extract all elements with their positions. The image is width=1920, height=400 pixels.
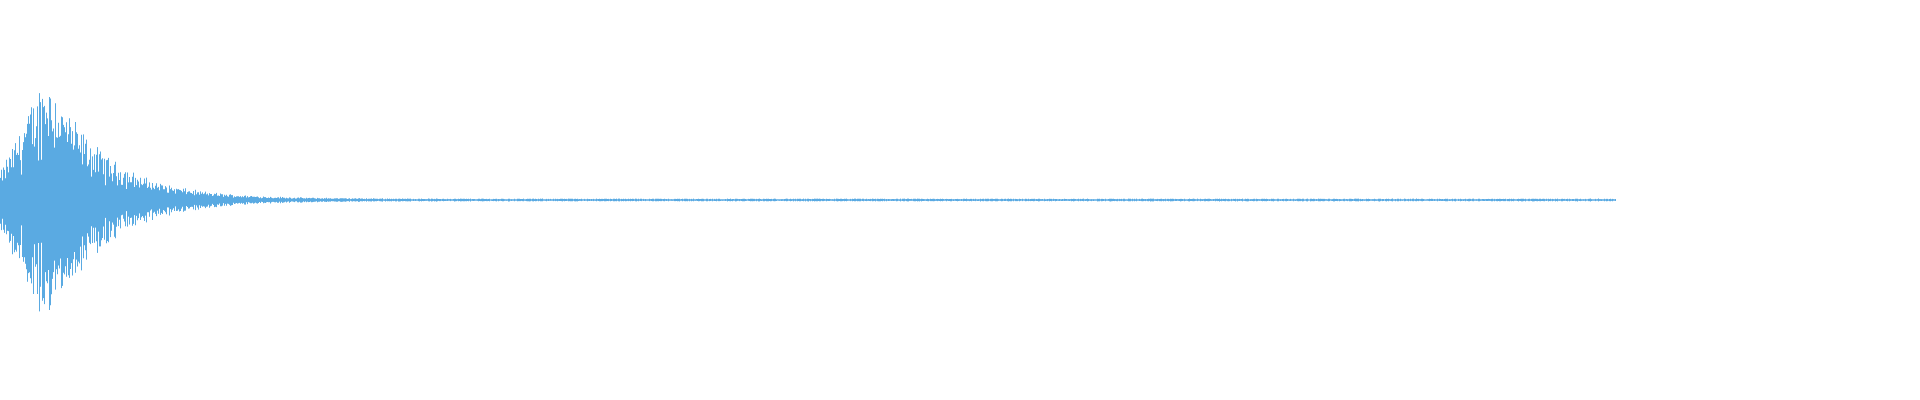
waveform — [0, 93, 1250, 312]
waveform-tail — [1250, 198, 1616, 202]
